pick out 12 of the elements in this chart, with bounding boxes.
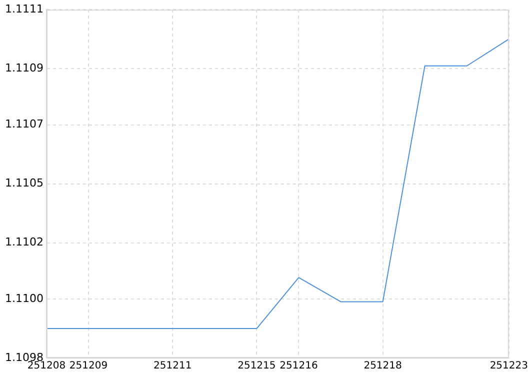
x-tick-label: 251218 — [364, 360, 402, 372]
y-tick-label: 1.1107 — [4, 118, 44, 131]
y-tick-label: 1.1105 — [4, 176, 44, 190]
y-tick-label: 1.1109 — [4, 61, 44, 74]
x-tick-label: 251216 — [280, 360, 318, 372]
y-tick-label: 1.1102 — [4, 236, 44, 249]
x-tick-label: 251215 — [238, 360, 276, 372]
x-tick-label: 251211 — [154, 360, 192, 372]
x-tick-label: 251223 — [490, 360, 528, 372]
x-tick-label: 251209 — [69, 360, 108, 372]
y-tick-label: 1.1100 — [4, 292, 44, 305]
y-tick-label: 1.1111 — [4, 2, 44, 16]
